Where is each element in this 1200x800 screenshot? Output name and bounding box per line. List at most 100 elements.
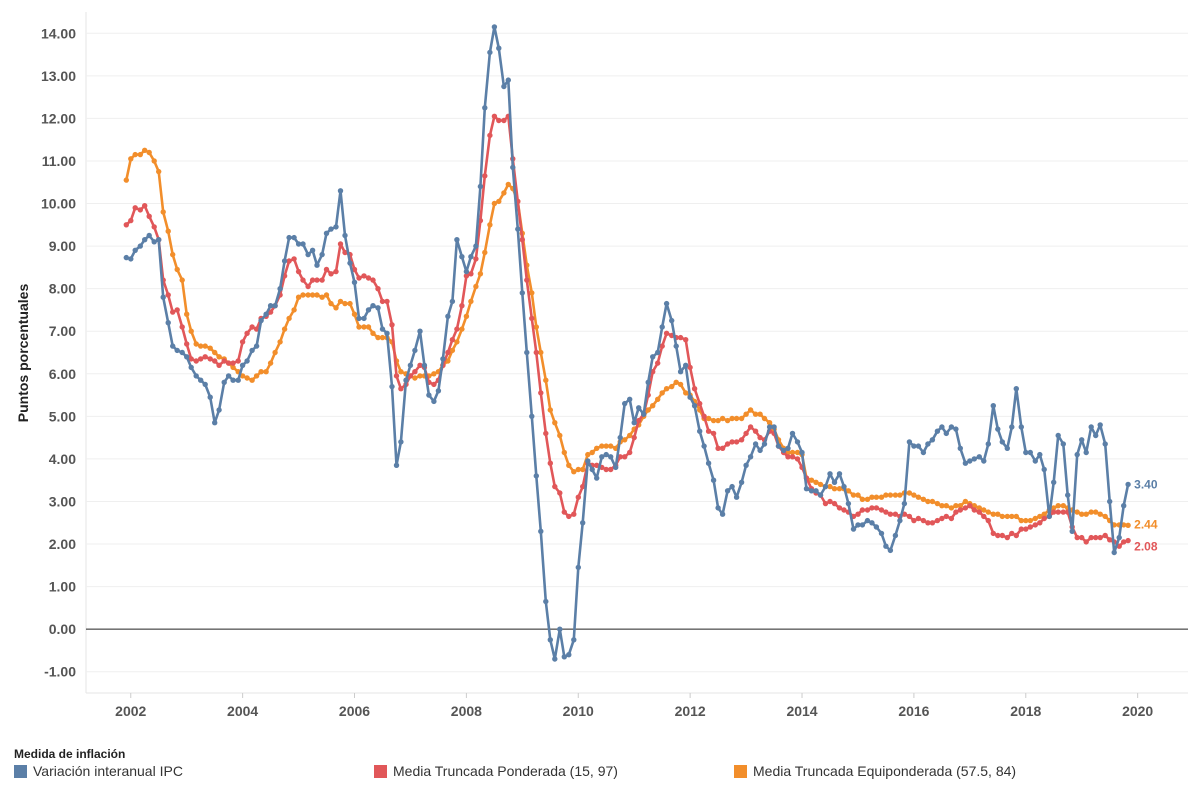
data-point [575, 494, 581, 500]
data-point [613, 464, 619, 471]
legend-item-ponderada[interactable]: Media Truncada Ponderada (15, 97) [374, 763, 618, 779]
data-point [864, 507, 871, 513]
data-point [691, 403, 698, 409]
y-tick-label: 13.00 [41, 68, 76, 84]
data-point [337, 241, 344, 247]
legend-item-ipc[interactable]: Variación interanual IPC [14, 763, 183, 779]
data-point [566, 652, 572, 658]
data-point [841, 483, 847, 490]
data-point [538, 349, 544, 356]
series-1: 2.08 [123, 113, 1158, 554]
data-point [738, 415, 745, 422]
data-point [1125, 481, 1131, 488]
data-point [393, 462, 400, 468]
data-point [198, 377, 204, 383]
data-point [934, 428, 941, 434]
data-point [995, 426, 1001, 432]
data-point [351, 279, 358, 285]
data-point [636, 405, 642, 411]
data-point [445, 313, 451, 319]
data-point [663, 386, 670, 392]
data-point [128, 156, 134, 162]
data-point [258, 369, 264, 375]
data-point [892, 511, 899, 517]
data-point [906, 490, 913, 496]
data-point [491, 24, 498, 30]
data-point [990, 530, 996, 537]
legend-item-equiponderada[interactable]: Media Truncada Equiponderada (57.5, 84) [734, 763, 1016, 779]
x-tick-label: 2002 [115, 703, 146, 719]
data-point [487, 222, 493, 228]
data-point [137, 151, 143, 158]
data-point [683, 362, 689, 368]
data-point [985, 441, 991, 447]
data-point [216, 354, 222, 360]
data-point [239, 373, 246, 379]
y-tick-label: 0.00 [49, 621, 76, 637]
data-point [1009, 530, 1015, 537]
data-point [603, 451, 609, 458]
data-point [1079, 534, 1085, 541]
data-point [249, 324, 255, 330]
data-point [510, 164, 516, 171]
data-point [892, 532, 899, 539]
data-point [571, 511, 577, 517]
data-point [976, 505, 982, 511]
y-tick-label: 2.00 [49, 536, 76, 552]
data-point [915, 443, 922, 449]
data-point [398, 386, 404, 392]
data-point [1102, 441, 1108, 447]
data-point [1074, 509, 1080, 515]
data-point [347, 260, 353, 266]
x-tick-label: 2012 [675, 703, 706, 719]
data-point [529, 290, 535, 296]
data-point [267, 360, 274, 366]
y-tick-label: -1.00 [44, 664, 76, 680]
data-point [426, 392, 432, 398]
legend-label-equiponderada: Media Truncada Equiponderada (57.5, 84) [753, 763, 1017, 779]
data-point [873, 494, 880, 500]
data-point [1037, 520, 1043, 526]
data-point [412, 369, 418, 375]
data-point [468, 298, 474, 305]
data-point [575, 466, 581, 473]
data-point [361, 273, 367, 279]
data-point [925, 441, 931, 447]
data-point [1107, 498, 1113, 505]
data-point [836, 505, 843, 511]
data-point [333, 224, 339, 230]
data-point [845, 500, 852, 507]
data-point [747, 454, 754, 460]
data-point [309, 247, 316, 253]
data-point [603, 466, 609, 473]
data-point [417, 362, 423, 368]
data-point [501, 190, 507, 196]
data-point [631, 434, 637, 441]
y-tick-label: 6.00 [49, 366, 76, 382]
data-point [533, 324, 539, 330]
data-point [151, 239, 157, 245]
data-point [1060, 441, 1067, 447]
data-point [249, 347, 255, 354]
data-point [557, 432, 563, 439]
data-point [627, 432, 633, 439]
data-point [198, 356, 204, 362]
data-point [417, 373, 423, 379]
data-point [319, 251, 325, 258]
data-point [375, 286, 381, 292]
data-point [333, 268, 339, 275]
data-point [1102, 532, 1108, 539]
data-point [370, 277, 376, 283]
data-point [929, 520, 936, 526]
data-point [1013, 513, 1019, 520]
data-point [627, 396, 633, 402]
data-point [1055, 503, 1061, 509]
data-point [901, 500, 908, 507]
data-point [1013, 386, 1019, 392]
data-point [705, 460, 712, 466]
data-point [1125, 522, 1131, 528]
data-point [757, 447, 763, 454]
data-point [212, 358, 218, 364]
data-point [663, 300, 670, 307]
data-point [659, 343, 665, 349]
